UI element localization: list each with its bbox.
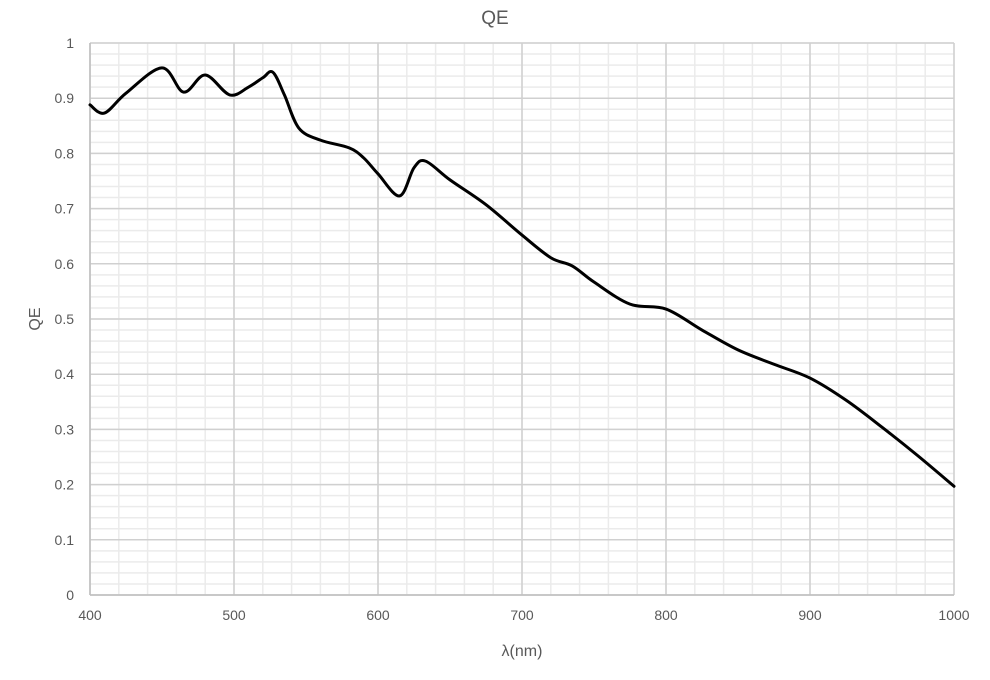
tick-labels: 400 500 600 700 800 900 1000 0 0.1 0.2 0.3 0.4 0.5 0.… <box>55 35 970 623</box>
y-axis-label: QE <box>27 307 44 330</box>
x-tick-label: 1000 <box>938 607 969 623</box>
x-tick-label: 800 <box>654 607 678 623</box>
y-tick-label: 1 <box>66 35 74 51</box>
y-tick-label: 0.2 <box>55 477 75 493</box>
y-tick-label: 0.3 <box>55 421 75 437</box>
x-tick-label: 700 <box>510 607 534 623</box>
x-axis-label: λ(nm) <box>502 643 543 660</box>
y-tick-label: 0.5 <box>55 311 75 327</box>
y-tick-label: 0.8 <box>55 145 75 161</box>
y-tick-label: 0.4 <box>55 366 75 382</box>
x-tick-label: 900 <box>798 607 822 623</box>
x-tick-label: 500 <box>222 607 246 623</box>
x-tick-label: 400 <box>78 607 102 623</box>
y-tick-label: 0.9 <box>55 90 75 106</box>
qe-series-line <box>88 66 956 488</box>
y-tick-label: 0.6 <box>55 256 75 272</box>
y-tick-label: 0 <box>66 587 74 603</box>
grid <box>89 42 955 596</box>
x-tick-label: 600 <box>366 607 390 623</box>
y-tick-label: 0.1 <box>55 532 75 548</box>
chart-title: QE <box>481 8 508 29</box>
y-tick-label: 0.7 <box>55 201 75 217</box>
